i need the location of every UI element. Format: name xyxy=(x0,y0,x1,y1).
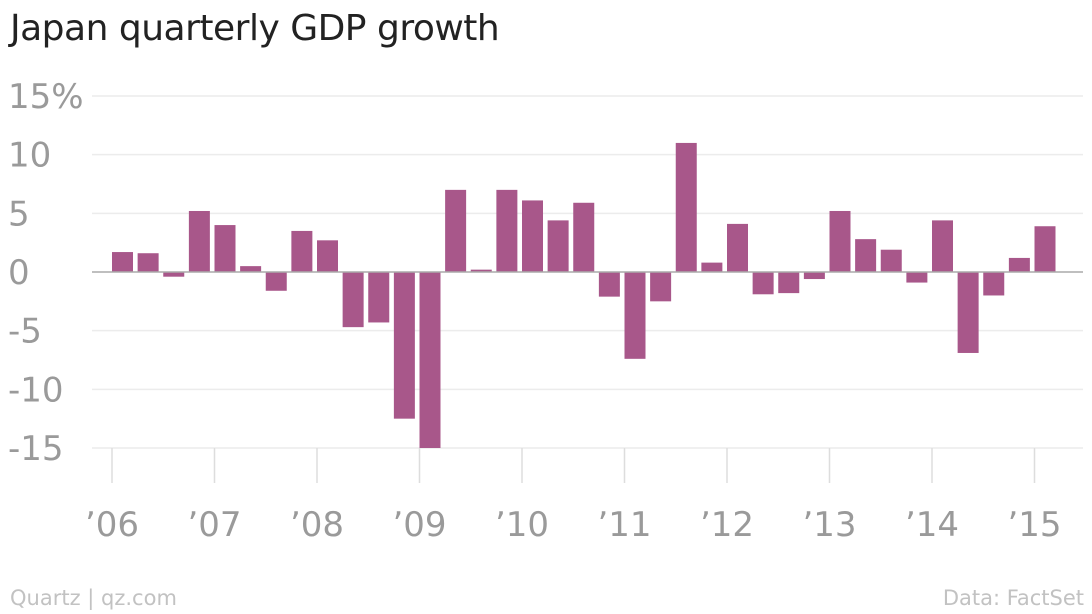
bar-2015-q1 xyxy=(1034,226,1056,272)
bar-2012-q1 xyxy=(727,223,748,272)
bar-2012-q2 xyxy=(752,272,774,295)
bar-2009-q4 xyxy=(496,189,518,272)
bar-2013-q3 xyxy=(880,249,902,272)
y-tick-label: 0 xyxy=(8,253,30,293)
bar-2012-q4 xyxy=(803,272,825,280)
bar-2012-q3 xyxy=(778,272,800,294)
bar-2011-q3 xyxy=(675,142,697,272)
bar-2013-q2 xyxy=(855,239,877,272)
x-tick-label: ’14 xyxy=(905,505,959,545)
bar-2006-q3 xyxy=(163,272,185,277)
bar-2006-q1 xyxy=(112,252,133,272)
data-source: Data: FactSet xyxy=(942,586,1084,610)
bar-2008-q4 xyxy=(393,272,415,419)
y-tick-label: 10 xyxy=(8,136,51,176)
x-tick-label: ’08 xyxy=(290,505,344,545)
x-tick-label: ’11 xyxy=(597,505,651,545)
bar-2014-q1 xyxy=(932,220,953,272)
bar-2008-q2 xyxy=(342,272,364,328)
bar-2014-q3 xyxy=(983,272,1005,296)
bar-2010-q3 xyxy=(573,202,595,272)
bar-2011-q1 xyxy=(624,272,646,359)
bar-2014-q2 xyxy=(957,272,979,353)
x-tick-label: ’10 xyxy=(495,505,549,545)
bar-2013-q1 xyxy=(829,210,851,272)
x-axis-labels: ’06 ’07 ’08 ’09 ’10 ’11 ’12 ’13 ’14 ’15 xyxy=(85,505,1062,545)
y-tick-label: -10 xyxy=(8,370,64,410)
bar-2013-q4 xyxy=(906,272,928,283)
bars xyxy=(112,142,1056,448)
bar-2011-q4 xyxy=(701,262,723,272)
bar-2008-q3 xyxy=(368,272,390,323)
bar-2007-q2 xyxy=(240,266,262,272)
bar-2007-q4 xyxy=(291,230,313,272)
bar-2014-q4 xyxy=(1008,257,1030,272)
y-tick-label: -5 xyxy=(8,312,42,352)
bar-2006-q2 xyxy=(137,253,159,272)
bar-2009-q1 xyxy=(419,272,441,448)
bar-2009-q2 xyxy=(445,189,467,272)
bar-2010-q4 xyxy=(598,272,620,297)
x-tick-label: ’12 xyxy=(700,505,754,545)
x-tick-label: ’07 xyxy=(187,505,241,545)
bar-2006-q4 xyxy=(188,210,210,272)
y-tick-label: 15% xyxy=(8,77,84,117)
bar-2009-q3 xyxy=(470,269,492,272)
x-tick-label: ’09 xyxy=(392,505,446,545)
x-tick-label: ’15 xyxy=(1007,505,1061,545)
x-tick-label: ’06 xyxy=(85,505,139,545)
bar-2010-q2 xyxy=(547,220,569,272)
bar-2011-q2 xyxy=(650,272,672,302)
x-tick-label: ’13 xyxy=(802,505,856,545)
y-tick-label: 5 xyxy=(8,194,30,234)
y-axis-labels: 15% 10 5 0 -5 -10 -15 xyxy=(8,77,84,469)
x-axis-ticks xyxy=(111,448,1036,483)
y-tick-label: -15 xyxy=(8,429,64,469)
chart-title: Japan quarterly GDP growth xyxy=(10,8,500,49)
bar-2007-q1 xyxy=(214,225,236,272)
bar-2007-q3 xyxy=(265,272,287,291)
bar-2010-q1 xyxy=(522,200,543,272)
source-credit: Quartz | qz.com xyxy=(10,586,177,610)
bar-2008-q1 xyxy=(317,240,338,272)
